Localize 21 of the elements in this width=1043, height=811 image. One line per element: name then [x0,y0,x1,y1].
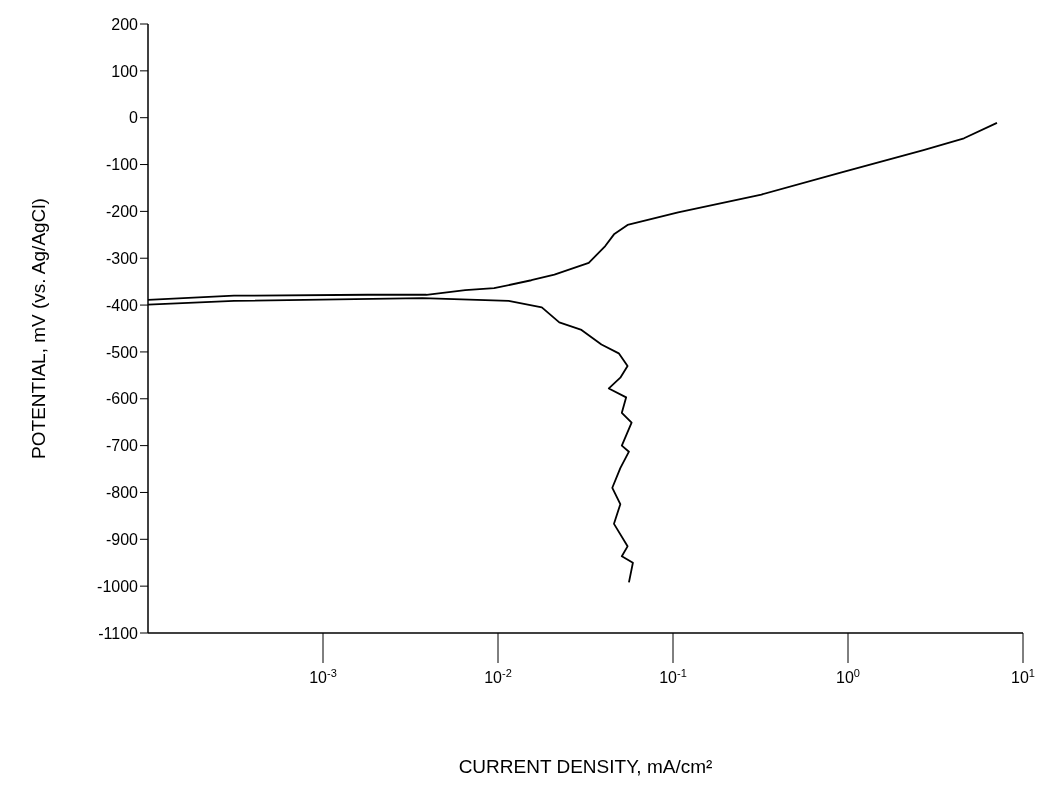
y-tick-label: 100 [111,62,139,80]
x-tick-label: 10$^{0}$ [836,667,860,686]
y-axis-title: POTENTIAL, mV (vs. Ag/AgCl) [27,198,49,459]
y-tick-label: -900 [105,530,139,548]
y-tick-label: -1000 [97,577,139,595]
y-tick-label: -300 [105,249,139,267]
y-tick-label: -700 [105,437,139,455]
y-tick-label: -400 [105,296,139,314]
y-tick-label: -600 [105,390,139,408]
y-tick-label: 200 [111,15,139,33]
y-tick-label: -800 [105,484,139,502]
x-tick-label: 10$^{-2}$ [484,667,512,686]
x-axis-title: CURRENT DENSITY, mA/cm² [458,756,713,777]
x-tick-label: 10$^{1}$ [1011,667,1035,686]
y-tick-label: -200 [105,203,139,221]
y-tick-label: 0 [129,109,139,127]
y-tick-label: -1100 [98,624,139,642]
x-tick-label: 10$^{-1}$ [659,667,687,686]
x-tick-label: 10$^{-3}$ [309,667,337,686]
y-tick-label: -500 [105,343,139,361]
y-tick-label: -100 [105,156,139,174]
